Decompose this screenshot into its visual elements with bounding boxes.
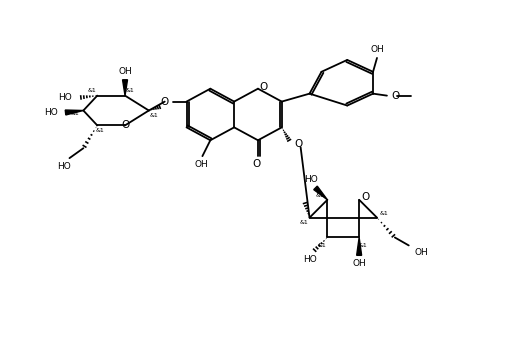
Text: HO: HO: [57, 162, 70, 171]
Text: &1: &1: [379, 211, 387, 216]
Text: &1: &1: [318, 243, 326, 248]
Text: HO: HO: [303, 176, 317, 185]
Text: OH: OH: [369, 45, 383, 54]
Text: &1: &1: [95, 128, 105, 133]
Polygon shape: [65, 110, 83, 115]
Text: OH: OH: [414, 248, 428, 257]
Text: &1: &1: [125, 88, 134, 93]
Text: &1: &1: [88, 88, 96, 93]
Text: O: O: [160, 96, 168, 107]
Text: O: O: [252, 159, 261, 169]
Text: O: O: [259, 82, 268, 92]
Polygon shape: [313, 186, 327, 200]
Text: HO: HO: [44, 108, 58, 117]
Text: O: O: [294, 139, 302, 149]
Text: OH: OH: [194, 160, 208, 169]
Text: O: O: [361, 192, 369, 202]
Text: O: O: [390, 91, 398, 101]
Text: &1: &1: [149, 113, 158, 118]
Polygon shape: [356, 237, 361, 255]
Text: HO: HO: [302, 255, 316, 264]
Text: &1: &1: [298, 220, 308, 225]
Polygon shape: [122, 80, 127, 96]
Text: HO: HO: [58, 93, 71, 102]
Text: O: O: [121, 120, 129, 130]
Text: &1: &1: [358, 243, 367, 248]
Text: OH: OH: [118, 67, 132, 76]
Text: OH: OH: [351, 259, 365, 268]
Text: &1: &1: [71, 111, 80, 116]
Text: &1: &1: [316, 193, 324, 198]
